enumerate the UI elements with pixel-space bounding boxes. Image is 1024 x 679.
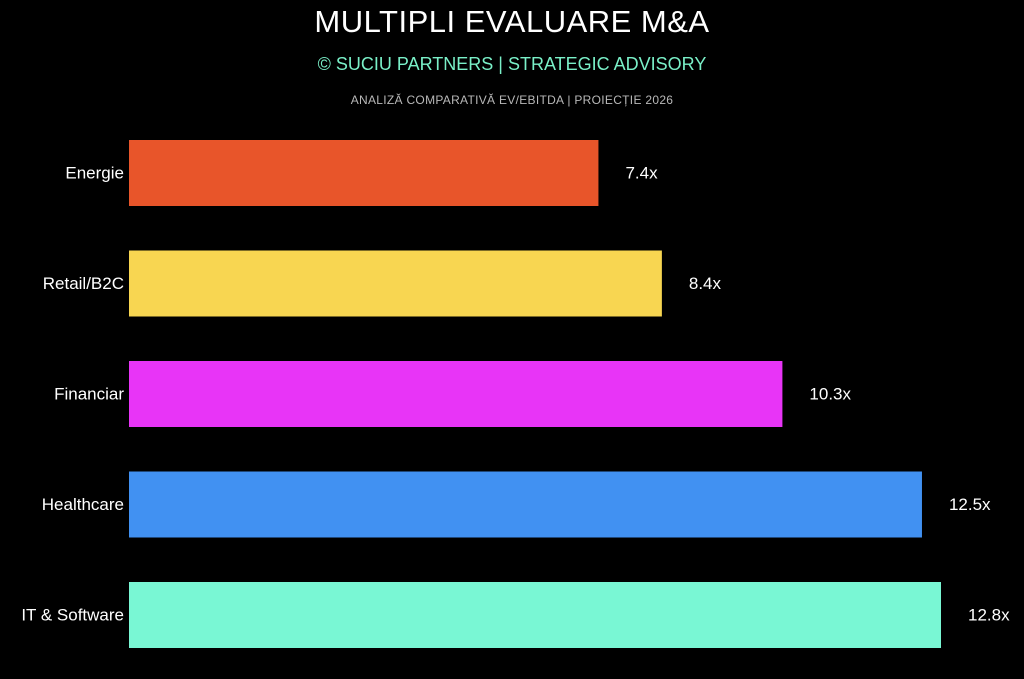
bar-energie (129, 140, 599, 206)
value-label: 8.4x (689, 274, 722, 293)
bar-it-software (129, 582, 941, 648)
bar-healthcare (129, 471, 922, 538)
category-label: Retail/B2C (43, 274, 124, 293)
chart-caption: ANALIZĂ COMPARATIVĂ EV/EBITDA | PROIECȚI… (350, 93, 674, 107)
category-label: Healthcare (42, 495, 124, 514)
category-label: Energie (65, 164, 124, 183)
chart-subtitle: © SUCIU PARTNERS | STRATEGIC ADVISORY (317, 54, 707, 74)
value-label: 10.3x (809, 385, 851, 404)
value-label: 12.5x (949, 495, 991, 514)
category-label: Financiar (54, 385, 124, 404)
value-label: 7.4x (625, 164, 658, 183)
chart-title: MULTIPLI EVALUARE M&A (314, 4, 710, 39)
bar-financiar (129, 361, 783, 427)
value-label: 12.8x (968, 606, 1010, 625)
category-label: IT & Software (21, 606, 124, 625)
bar-retail-b2c (129, 250, 662, 317)
